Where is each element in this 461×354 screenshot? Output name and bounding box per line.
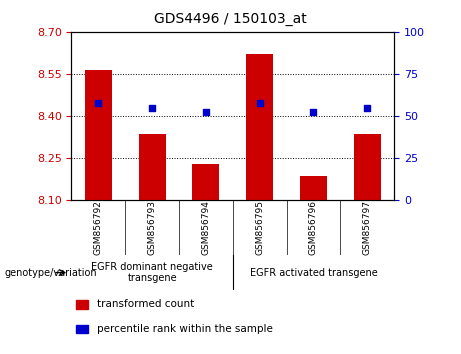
Text: GSM856797: GSM856797 bbox=[363, 200, 372, 255]
Point bbox=[310, 109, 317, 115]
Bar bbox=[246, 54, 273, 200]
Point bbox=[148, 105, 156, 110]
Text: genotype/variation: genotype/variation bbox=[5, 268, 97, 278]
Text: percentile rank within the sample: percentile rank within the sample bbox=[97, 324, 273, 334]
Point bbox=[364, 105, 371, 110]
Bar bbox=[354, 134, 381, 200]
Bar bbox=[76, 325, 88, 333]
Bar bbox=[193, 164, 219, 200]
Text: GSM856792: GSM856792 bbox=[94, 200, 103, 255]
Point bbox=[256, 101, 263, 106]
Text: EGFR activated transgene: EGFR activated transgene bbox=[249, 268, 378, 278]
Text: GDS4496 / 150103_at: GDS4496 / 150103_at bbox=[154, 12, 307, 27]
Bar bbox=[139, 134, 165, 200]
Bar bbox=[300, 176, 327, 200]
Point bbox=[202, 109, 210, 115]
Text: GSM856795: GSM856795 bbox=[255, 200, 264, 255]
Bar bbox=[85, 70, 112, 200]
Text: GSM856796: GSM856796 bbox=[309, 200, 318, 255]
Text: GSM856793: GSM856793 bbox=[148, 200, 157, 255]
Bar bbox=[76, 300, 88, 309]
Point bbox=[95, 101, 102, 106]
Text: EGFR dominant negative
transgene: EGFR dominant negative transgene bbox=[91, 262, 213, 284]
Text: GSM856794: GSM856794 bbox=[201, 200, 210, 255]
Text: transformed count: transformed count bbox=[97, 299, 194, 309]
